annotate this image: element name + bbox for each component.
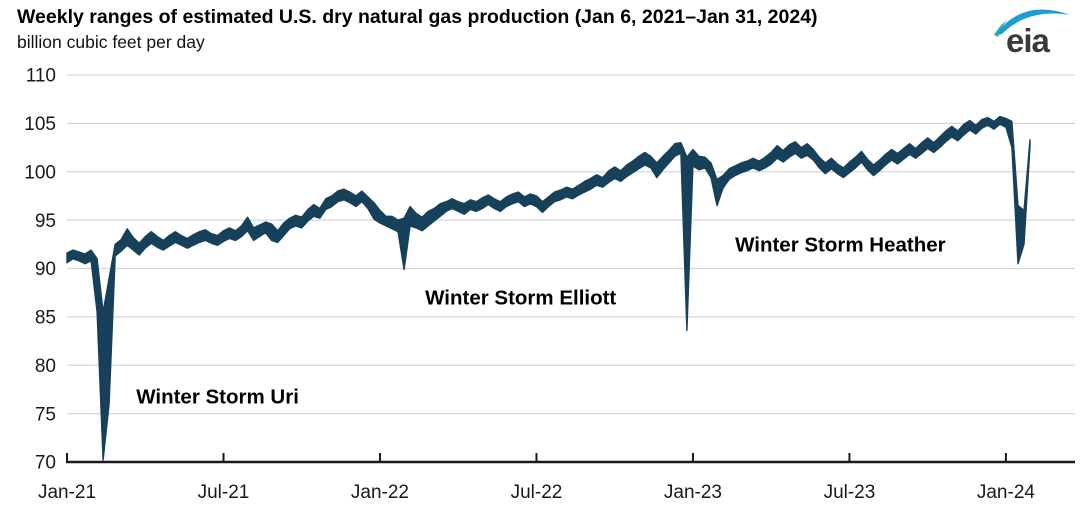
y-tick-label-105: 105 xyxy=(24,114,56,135)
y-tick-label-95: 95 xyxy=(35,211,56,232)
x-tick-label-jan-22: Jan-22 xyxy=(351,482,409,503)
weekly-range-band xyxy=(66,115,1031,461)
annotation-winter-storm-elliott: Winter Storm Elliott xyxy=(425,287,616,310)
logo-blue-swoosh-icon xyxy=(996,9,1070,35)
x-tick-label-jul-21: Jul-21 xyxy=(198,482,250,503)
logo-wordmark: eia xyxy=(1006,22,1051,58)
chart-header: Weekly ranges of estimated U.S. dry natu… xyxy=(17,5,991,53)
x-tick-label-jan-21: Jan-21 xyxy=(38,482,96,503)
x-tick-label-jul-23: Jul-23 xyxy=(824,482,876,503)
x-tick-label-jan-23: Jan-23 xyxy=(664,482,722,503)
y-tick-label-80: 80 xyxy=(35,356,56,377)
y-tick-label-100: 100 xyxy=(24,162,56,183)
y-tick-label-70: 70 xyxy=(35,453,56,474)
y-tick-label-90: 90 xyxy=(35,259,56,280)
y-tick-label-110: 110 xyxy=(26,66,56,87)
y-tick-label-85: 85 xyxy=(35,308,56,329)
x-tick-label-jul-22: Jul-22 xyxy=(511,482,563,503)
chart-title: Weekly ranges of estimated U.S. dry natu… xyxy=(17,6,818,28)
annotation-winter-storm-heather: Winter Storm Heather xyxy=(735,233,946,256)
y-tick-label-75: 75 xyxy=(35,404,56,425)
x-tick-label-jan-24: Jan-24 xyxy=(977,482,1036,503)
chart-unit-subtitle: billion cubic feet per day xyxy=(17,32,205,53)
annotation-winter-storm-uri: Winter Storm Uri xyxy=(136,385,299,408)
eia-logo: eia xyxy=(994,9,1070,58)
